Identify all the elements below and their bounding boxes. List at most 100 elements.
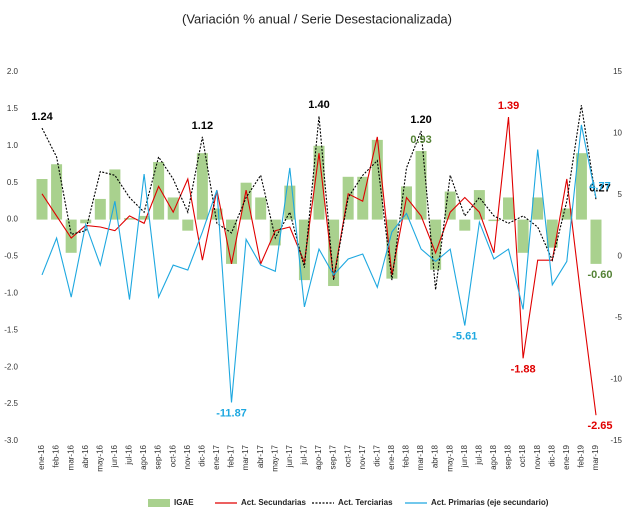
x-tick-label: dic-17	[372, 444, 381, 466]
x-tick-label: abr-16	[81, 444, 90, 468]
x-tick-label: dic-18	[547, 444, 556, 466]
x-tick-label: ene-17	[212, 444, 221, 469]
x-tick-label: ene-18	[387, 444, 396, 469]
bar	[109, 169, 121, 220]
x-tick-label: jul-17	[300, 444, 309, 465]
bar	[488, 219, 500, 222]
bar	[211, 208, 223, 220]
bar	[240, 182, 252, 220]
data-label: 0.27	[589, 183, 610, 195]
x-tick-label: nov-16	[183, 444, 192, 469]
x-tick-label: oct-16	[168, 444, 177, 467]
x-tick-label: oct-18	[518, 444, 527, 467]
line	[41, 116, 597, 416]
y-tick-label: 0.0	[7, 215, 19, 224]
x-tick-label: oct-17	[343, 444, 352, 467]
bar	[65, 219, 77, 253]
line	[41, 105, 597, 290]
bar	[182, 219, 194, 231]
y-tick-label: 2.0	[7, 67, 19, 76]
data-label: 1.40	[308, 99, 329, 111]
y2-tick-label: 15	[613, 67, 622, 76]
bar	[328, 219, 340, 287]
bar	[196, 153, 208, 220]
data-label: 1.39	[498, 100, 519, 112]
y-tick-label: -2.0	[4, 362, 18, 371]
bar	[153, 162, 165, 220]
y-tick-label: -1.0	[4, 289, 18, 298]
data-label: 1.24	[31, 111, 53, 123]
bar	[532, 197, 544, 220]
y-tick-label: 1.0	[7, 141, 19, 150]
data-label: 1.12	[192, 120, 213, 132]
x-tick-label: feb-17	[227, 444, 236, 467]
data-label: 4.77	[589, 181, 610, 193]
x-tick-label: abr-18	[431, 444, 440, 468]
x-tick-label: jun-17	[285, 444, 294, 468]
line	[41, 124, 597, 403]
data-label: -5.61	[452, 330, 477, 342]
x-tick-label: ene-16	[37, 444, 46, 469]
bar	[80, 219, 92, 224]
x-tick-label: sep-18	[504, 444, 513, 469]
bar	[575, 153, 587, 220]
bar	[561, 208, 573, 220]
bar	[590, 219, 602, 264]
y2-tick-label: -15	[610, 436, 622, 445]
x-tick-label: ago-16	[139, 444, 148, 469]
data-label: -2.65	[587, 420, 612, 432]
x-tick-label: mar-19	[591, 444, 600, 470]
bar	[167, 197, 179, 220]
legend-label: Act. Terciarias	[338, 498, 393, 507]
x-tick-label: jun-16	[110, 444, 119, 468]
bar	[313, 145, 325, 220]
bar	[255, 197, 267, 220]
legend-label: Act. Primarias (eje secundario)	[431, 498, 549, 507]
bar	[430, 219, 442, 270]
y2-tick-label: 5	[618, 190, 623, 199]
bar	[51, 164, 63, 220]
y-tick-label: 0.5	[7, 178, 19, 187]
bar	[123, 218, 135, 220]
x-tick-label: mar-16	[66, 444, 75, 470]
x-tick-label: mar-18	[416, 444, 425, 470]
bar	[357, 176, 369, 220]
bar	[284, 185, 296, 220]
bar	[459, 219, 471, 231]
x-tick-label: feb-18	[402, 444, 411, 467]
y2-tick-label: -5	[615, 313, 623, 322]
bar	[503, 197, 515, 220]
x-tick-label: nov-18	[533, 444, 542, 469]
x-tick-label: dic-16	[197, 444, 206, 466]
y2-tick-label: 10	[613, 129, 622, 138]
data-label: 1.20	[410, 114, 431, 126]
y-tick-label: -2.5	[4, 399, 18, 408]
y-tick-label: -1.5	[4, 325, 18, 334]
bar	[138, 215, 150, 220]
y-tick-label: -3.0	[4, 436, 18, 445]
bar	[36, 179, 48, 220]
bar	[269, 219, 281, 246]
x-tick-label: feb-19	[577, 444, 586, 467]
x-tick-label: ene-19	[562, 444, 571, 469]
x-tick-label: sep-16	[154, 444, 163, 469]
bar	[415, 150, 427, 220]
y-tick-label: 1.5	[7, 104, 19, 113]
x-tick-label: sep-17	[329, 444, 338, 469]
bar	[444, 191, 456, 220]
bar	[400, 186, 412, 220]
x-tick-label: nov-17	[358, 444, 367, 469]
legend-label: Act. Secundarias	[241, 498, 306, 507]
x-tick-label: may-18	[445, 444, 454, 471]
chart-title: (Variación % anual / Serie Desestacional…	[182, 11, 452, 26]
x-tick-label: ago-18	[489, 444, 498, 469]
bar	[94, 198, 106, 220]
data-label: -1.88	[511, 363, 536, 375]
x-tick-label: jul-16	[125, 444, 134, 465]
y-tick-label: -0.5	[4, 252, 18, 261]
y2-tick-label: -10	[610, 375, 622, 384]
legend-swatch	[148, 499, 170, 507]
bar	[298, 219, 310, 281]
data-label: 0.93	[410, 134, 431, 146]
